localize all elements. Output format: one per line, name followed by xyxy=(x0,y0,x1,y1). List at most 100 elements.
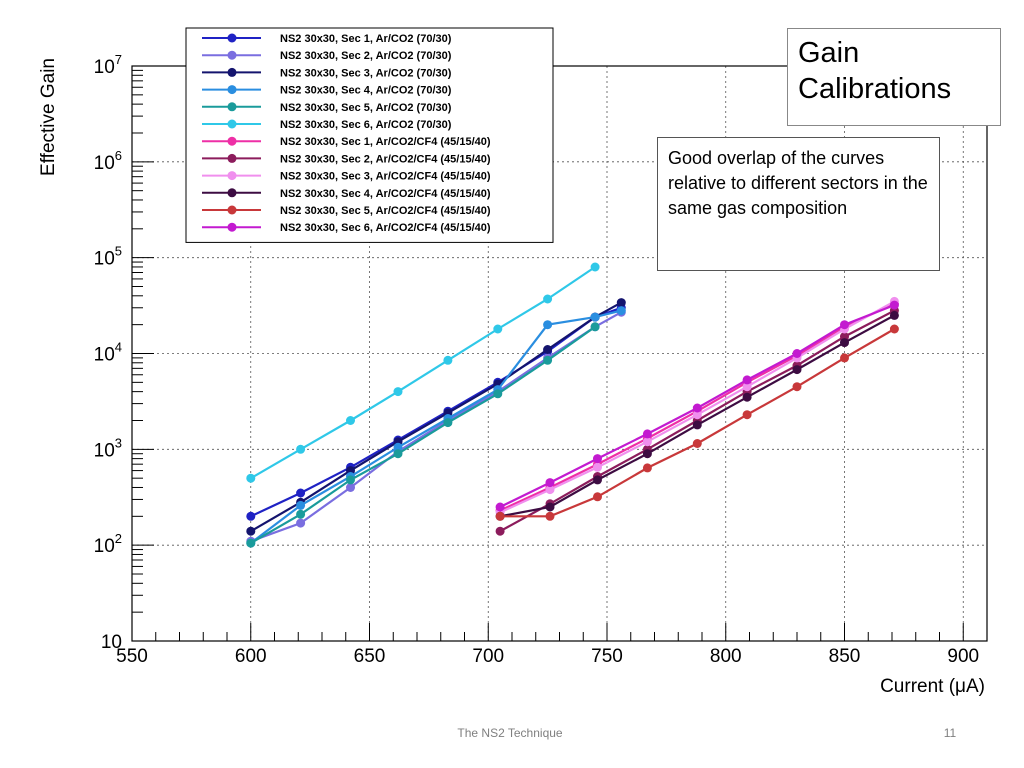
data-point xyxy=(593,475,602,485)
data-point xyxy=(393,442,403,452)
legend-label: NS2 30x30, Sec 6, Ar/CO2 (70/30) xyxy=(280,119,452,131)
legend-label: NS2 30x30, Sec 5, Ar/CO2 (70/30) xyxy=(280,102,452,114)
legend-label: NS2 30x30, Sec 4, Ar/CO2 (70/30) xyxy=(280,85,452,97)
data-point xyxy=(792,365,802,375)
data-point xyxy=(543,355,553,365)
legend-entry: NS2 30x30, Sec 3, Ar/CO2 (70/30) xyxy=(202,67,452,79)
data-point xyxy=(616,298,626,308)
legend-entry: NS2 30x30, Sec 6, Ar/CO2/CF4 (45/15/40) xyxy=(202,222,491,234)
data-point xyxy=(642,429,652,439)
legend-marker xyxy=(227,222,237,232)
y-tick-label: 104 xyxy=(94,340,122,366)
data-point xyxy=(692,410,702,420)
data-point xyxy=(642,463,652,473)
data-point xyxy=(593,454,602,464)
data-point xyxy=(692,403,702,413)
legend-entry: NS2 30x30, Sec 2, Ar/CO2 (70/30) xyxy=(202,50,452,62)
data-point xyxy=(889,310,899,320)
legend-marker xyxy=(227,119,237,129)
data-point xyxy=(545,511,555,521)
legend-marker xyxy=(227,102,237,112)
y-tick-label: 107 xyxy=(94,52,122,78)
data-point xyxy=(296,509,306,519)
data-point xyxy=(495,502,505,512)
legend-entry: NS2 30x30, Sec 5, Ar/CO2/CF4 (45/15/40) xyxy=(202,205,491,217)
legend-label: NS2 30x30, Sec 3, Ar/CO2/CF4 (45/15/40) xyxy=(280,171,491,183)
data-point xyxy=(616,306,626,316)
y-tick-label: 10 xyxy=(101,632,122,653)
legend-entry: NS2 30x30, Sec 5, Ar/CO2 (70/30) xyxy=(202,102,452,114)
legend-label: NS2 30x30, Sec 3, Ar/CO2 (70/30) xyxy=(280,67,452,79)
series-12 xyxy=(495,300,899,512)
legend-marker xyxy=(227,67,237,77)
y-tick-label: 105 xyxy=(94,244,122,270)
legend-label: NS2 30x30, Sec 2, Ar/CO2 (70/30) xyxy=(280,50,452,62)
data-point xyxy=(246,511,256,521)
data-point xyxy=(742,392,752,402)
data-point xyxy=(545,478,555,488)
legend-box xyxy=(185,27,554,243)
footer-title: The NS2 Technique xyxy=(457,726,563,740)
data-point xyxy=(840,320,849,330)
legend-label: NS2 30x30, Sec 5, Ar/CO2/CF4 (45/15/40) xyxy=(280,205,491,217)
data-point xyxy=(742,410,752,420)
tick-labels: 550 600 650 700 750 800 850 900 10 102 103 104 105 10… xyxy=(94,52,979,667)
data-point xyxy=(590,262,600,272)
series-2 xyxy=(246,307,626,546)
data-point xyxy=(246,538,256,548)
axis-ticks xyxy=(131,65,988,642)
data-point xyxy=(792,349,802,358)
legend-entry: NS2 30x30, Sec 4, Ar/CO2 (70/30) xyxy=(202,85,452,97)
slide-title: Gain Calibrations xyxy=(787,28,1001,126)
legend-entry: NS2 30x30, Sec 2, Ar/CO2/CF4 (45/15/40) xyxy=(202,153,491,165)
data-point xyxy=(692,439,702,448)
data-point xyxy=(692,420,702,430)
y-tick-label: 103 xyxy=(94,435,122,461)
data-point xyxy=(590,312,600,322)
series-line xyxy=(250,266,596,480)
x-tick-label: 550 xyxy=(116,646,148,667)
data-point xyxy=(296,500,306,510)
data-point xyxy=(792,382,802,392)
data-point xyxy=(443,418,453,428)
legend-entry: NS2 30x30, Sec 1, Ar/CO2/CF4 (45/15/40) xyxy=(202,136,491,148)
data-point xyxy=(590,322,600,332)
data-point xyxy=(593,462,602,472)
data-point xyxy=(543,345,553,354)
data-point xyxy=(493,389,503,399)
data-point xyxy=(642,449,652,459)
data-point xyxy=(495,511,505,521)
legend-marker xyxy=(227,153,237,163)
data-point xyxy=(889,324,899,334)
x-tick-label: 600 xyxy=(235,646,267,667)
x-tick-label: 650 xyxy=(354,646,386,667)
data-point xyxy=(246,526,256,536)
data-point xyxy=(493,324,503,334)
data-point xyxy=(393,387,403,397)
data-point xyxy=(593,492,602,502)
data-point xyxy=(296,488,306,498)
legend-label: NS2 30x30, Sec 4, Ar/CO2/CF4 (45/15/40) xyxy=(280,188,491,200)
data-point xyxy=(543,320,553,330)
data-point xyxy=(642,437,652,447)
series-line xyxy=(250,306,622,518)
legend-label: NS2 30x30, Sec 2, Ar/CO2/CF4 (45/15/40) xyxy=(280,153,491,165)
series-10 xyxy=(495,310,899,521)
legend-marker xyxy=(227,205,237,215)
series-layer xyxy=(246,262,899,548)
x-tick-label: 750 xyxy=(591,646,623,667)
y-tick-label: 102 xyxy=(94,531,122,557)
data-point xyxy=(443,355,453,365)
data-point xyxy=(495,526,505,536)
legend-marker xyxy=(227,85,237,95)
data-point xyxy=(840,338,849,348)
legend-entry: NS2 30x30, Sec 1, Ar/CO2 (70/30) xyxy=(202,33,452,45)
legend-label: NS2 30x30, Sec 6, Ar/CO2/CF4 (45/15/40) xyxy=(280,222,491,234)
y-tick-label: 106 xyxy=(94,148,122,174)
legend-entry: NS2 30x30, Sec 4, Ar/CO2/CF4 (45/15/40) xyxy=(202,188,491,200)
legend-marker xyxy=(227,136,237,146)
note-box: Good overlap of the curves relative to d… xyxy=(657,137,940,271)
x-axis-label: Current (μA) xyxy=(880,676,985,697)
data-point xyxy=(296,518,306,528)
